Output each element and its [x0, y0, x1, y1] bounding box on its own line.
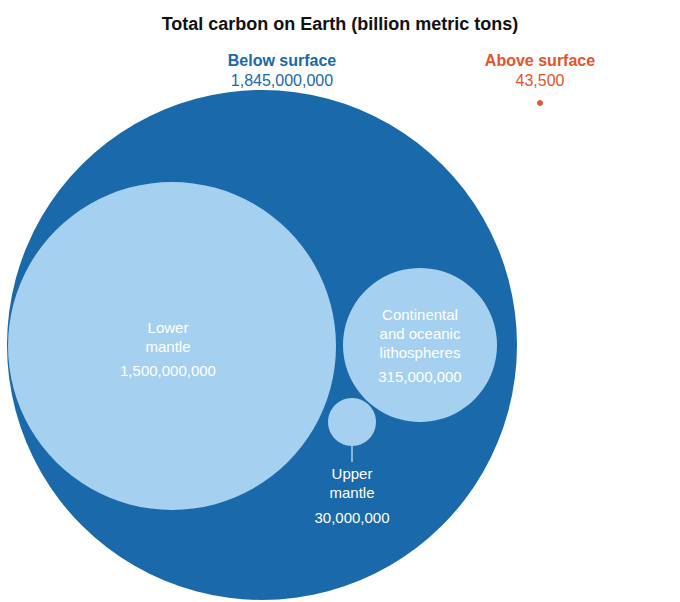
svg-text:mantle: mantle: [329, 484, 374, 501]
svg-text:Lower: Lower: [148, 319, 189, 336]
svg-text:1,845,000,000: 1,845,000,000: [231, 72, 333, 89]
svg-text:and oceanic: and oceanic: [380, 325, 461, 342]
svg-text:Above surface: Above surface: [485, 52, 595, 69]
svg-text:315,000,000: 315,000,000: [378, 368, 461, 385]
svg-text:Continental: Continental: [382, 306, 458, 323]
svg-text:43,500: 43,500: [516, 72, 565, 89]
svg-text:Upper: Upper: [332, 465, 373, 482]
svg-text:Total carbon on Earth (billion: Total carbon on Earth (billion metric to…: [162, 14, 519, 34]
svg-text:Below surface: Below surface: [228, 52, 337, 69]
svg-text:30,000,000: 30,000,000: [314, 509, 389, 526]
svg-text:mantle: mantle: [145, 338, 190, 355]
svg-text:lithospheres: lithospheres: [380, 344, 461, 361]
svg-text:1,500,000,000: 1,500,000,000: [120, 362, 216, 379]
